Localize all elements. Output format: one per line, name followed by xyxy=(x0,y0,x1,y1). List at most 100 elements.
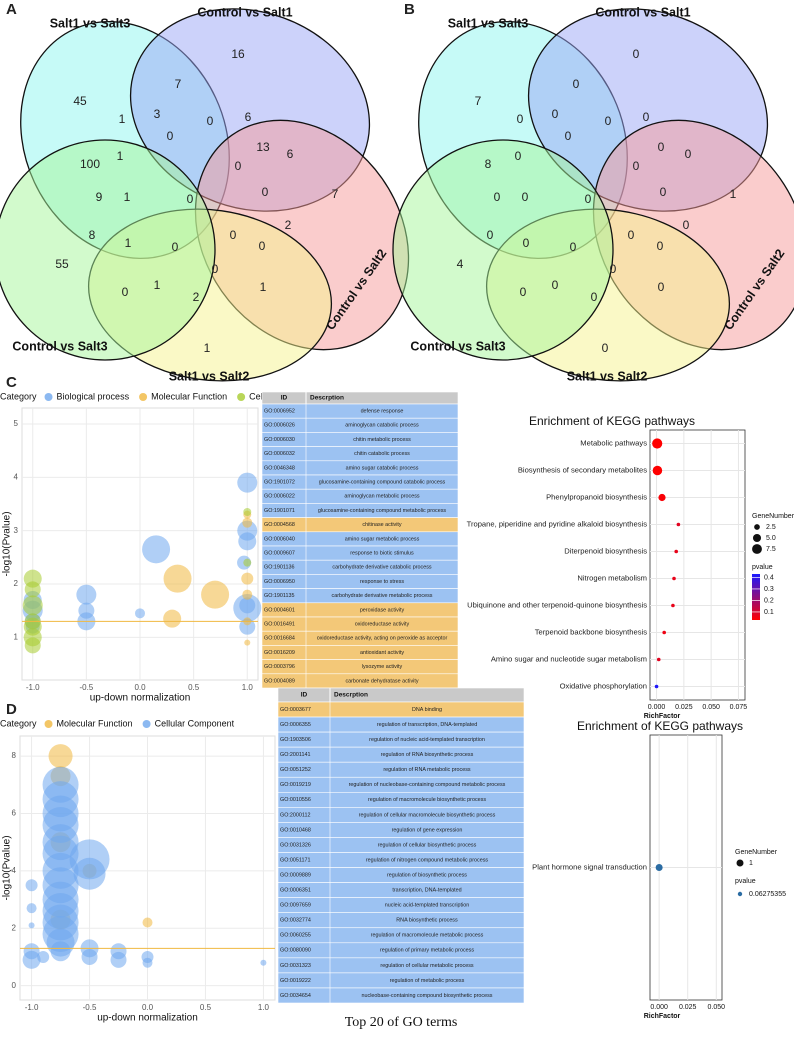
x-tick-label: 0.0 xyxy=(134,683,146,692)
cell-id: GO:0006030 xyxy=(264,437,295,443)
venn-count: 0 xyxy=(643,110,650,124)
column-header: Descrption xyxy=(334,692,368,699)
y-axis-title: -log10(Pvalue) xyxy=(2,511,13,576)
size-key xyxy=(754,524,760,530)
cell-description: regulation of metabolic process xyxy=(390,978,465,984)
venn-count: 4 xyxy=(457,257,464,271)
cell-description: DNA binding xyxy=(412,707,442,713)
cell-id: GO:0003677 xyxy=(280,707,311,713)
bubble xyxy=(244,639,251,646)
venn-count: 0 xyxy=(585,192,592,206)
kegg-dot xyxy=(676,522,681,527)
cell-description: regulation of RNA biosynthetic process xyxy=(381,752,474,758)
cell-description: defense response xyxy=(361,409,404,415)
legend-swatch xyxy=(139,393,148,401)
bubble xyxy=(23,617,42,636)
venn-count: 16 xyxy=(231,47,245,61)
venn-set-label: Salt1 vs Salt2 xyxy=(567,369,648,383)
kegg-dot xyxy=(652,438,663,449)
venn-count: 1 xyxy=(730,187,737,201)
y-tick-label: 8 xyxy=(12,751,17,760)
legend-title: GeneNumber xyxy=(752,513,794,520)
cell-description: transcription, DNA-templated xyxy=(392,888,461,894)
venn-count: 0 xyxy=(515,149,522,163)
y-tick-label: 4 xyxy=(12,866,17,875)
cell-id: GO:0006026 xyxy=(264,423,295,429)
cell-description: aminoglycan catabolic process xyxy=(345,423,419,429)
kegg-dot xyxy=(671,603,675,608)
venn-count: 0 xyxy=(523,236,530,250)
x-axis-title: RichFactor xyxy=(644,713,681,720)
venn-count: 8 xyxy=(485,157,492,171)
panel-letter: A xyxy=(6,1,17,18)
bubble xyxy=(239,618,256,635)
cell-id: GO:0006950 xyxy=(264,579,295,585)
venn-count: 0 xyxy=(633,47,640,61)
bubble xyxy=(242,589,253,600)
cell-description: regulation of nitrogen compound metaboli… xyxy=(366,857,489,863)
venn-count: 0 xyxy=(628,228,635,242)
size-key xyxy=(752,544,762,554)
x-tick-label: 1.0 xyxy=(242,683,254,692)
x-axis-title: up-down normalization xyxy=(90,693,191,704)
cell-id: GO:0060255 xyxy=(280,933,311,939)
cell-id: GO:0031326 xyxy=(280,842,311,848)
bubble xyxy=(22,950,41,969)
cell-id: GO:0009889 xyxy=(280,872,311,878)
cell-id: GO:0016684 xyxy=(264,636,295,642)
cell-id: GO:0032774 xyxy=(280,918,311,924)
venn-set-label: Salt1 vs Salt2 xyxy=(169,369,250,383)
legend-swatch xyxy=(44,720,53,728)
cell-description: chitin metabolic process xyxy=(353,437,411,443)
kegg-dot xyxy=(656,657,661,662)
venn-count: 0 xyxy=(685,147,692,161)
cell-description: lysozyme activity xyxy=(362,664,403,670)
venn-count: 0 xyxy=(122,285,129,299)
cell-description: regulation of nucleic acid-templated tra… xyxy=(369,737,485,743)
venn-set xyxy=(0,139,216,361)
venn-count: 0 xyxy=(259,239,266,253)
venn-count: 0 xyxy=(610,262,617,276)
cell-id: GO:0006952 xyxy=(264,409,295,415)
venn-count: 0 xyxy=(658,140,665,154)
venn-count: 7 xyxy=(175,77,182,91)
kegg-title: Enrichment of KEGG pathways xyxy=(577,719,743,733)
bubble xyxy=(163,564,192,593)
legend-swatch xyxy=(44,393,53,401)
venn-count: 0 xyxy=(167,129,174,143)
color-key xyxy=(737,891,743,897)
venn-count: 0 xyxy=(235,159,242,173)
kegg-title: Enrichment of KEGG pathways xyxy=(529,414,695,428)
category-label: Phenylpropanoid biosynthesis xyxy=(546,493,647,502)
bubble xyxy=(238,532,257,551)
venn-count: 0 xyxy=(605,114,612,128)
cell-description: regulation of biosynthetic process xyxy=(387,872,467,878)
cell-description: regulation of gene expression xyxy=(392,827,463,833)
venn-count: 0 xyxy=(591,290,598,304)
kegg-dot xyxy=(662,630,666,635)
table-header xyxy=(277,687,525,703)
size-key-label: 1 xyxy=(749,860,753,867)
cell-description: glucosamine-containing compound metaboli… xyxy=(318,508,447,514)
venn-count: 7 xyxy=(332,187,339,201)
cell-description: regulation of nucleobase-containing comp… xyxy=(349,782,506,788)
venn-count: 0 xyxy=(552,107,559,121)
category-label: Nitrogen metabolism xyxy=(577,574,647,583)
y-tick-label: 3 xyxy=(14,526,19,535)
cell-id: GO:0051171 xyxy=(280,857,310,863)
bubble xyxy=(241,572,254,585)
cell-id: GO:0031323 xyxy=(280,963,311,969)
table-caption: Top 20 of GO terms xyxy=(345,1015,458,1030)
cell-description: amino sugar metabolic process xyxy=(345,536,420,542)
x-tick-label: 0.0 xyxy=(142,1003,154,1012)
x-tick-label: 0.5 xyxy=(200,1003,212,1012)
legend-title: Category xyxy=(0,391,37,401)
cell-id: GO:2000112 xyxy=(280,812,310,818)
bubble xyxy=(243,508,252,516)
venn-count: 0 xyxy=(602,341,609,355)
color-tick-label: 0.1 xyxy=(764,609,774,616)
cell-description: regulation of transcription, DNA-templat… xyxy=(377,722,477,728)
category-label: Diterpenoid biosynthesis xyxy=(564,547,647,556)
color-bar xyxy=(752,574,760,620)
